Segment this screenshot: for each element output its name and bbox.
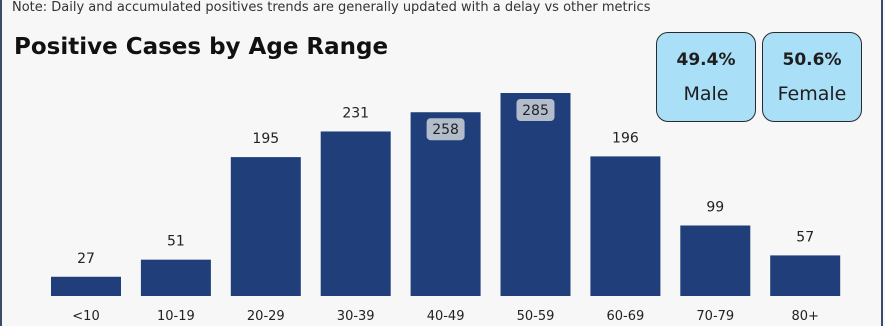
bar-<10	[51, 276, 121, 296]
x-tick-10-19: 10-19	[157, 309, 195, 324]
age-range-bar-chart: 27 <10 51 10-19 195 20-29 231 30-39 258 40-49 285 5…	[51, 93, 841, 324]
bar-20-29	[230, 157, 301, 296]
bar-80+	[770, 255, 841, 296]
data-label-<10: 27	[77, 251, 95, 267]
data-label-50-59: 285	[522, 103, 549, 119]
male-label: Male	[683, 83, 729, 105]
data-label-30-39: 231	[342, 105, 369, 121]
x-tick-80+: 80+	[791, 309, 818, 324]
female-label: Female	[777, 83, 847, 105]
female-card: 50.6% Female	[762, 32, 862, 122]
x-tick-20-29: 20-29	[247, 309, 285, 324]
bar-40-49	[410, 112, 481, 296]
data-label-80+: 57	[796, 229, 814, 245]
data-delay-note: Note: Daily and accumulated positives tr…	[12, 0, 651, 15]
data-label-40-49: 258	[432, 122, 459, 138]
bar-60-69	[590, 156, 661, 296]
male-card: 49.4% Male	[656, 32, 756, 122]
data-label-bg-50-59	[516, 99, 555, 121]
male-percentage: 49.4%	[676, 50, 736, 70]
data-label-20-29: 195	[252, 131, 279, 147]
x-tick-40-49: 40-49	[427, 309, 465, 324]
data-label-70-79: 99	[706, 199, 724, 215]
data-label-60-69: 196	[612, 130, 639, 146]
x-tick-50-59: 50-59	[517, 309, 555, 324]
x-tick-60-69: 60-69	[607, 309, 645, 324]
bar-50-59	[500, 93, 571, 296]
x-tick-<10: <10	[72, 309, 99, 324]
data-label-10-19: 51	[167, 234, 185, 250]
x-tick-70-79: 70-79	[696, 309, 734, 324]
data-label-bg-40-49	[426, 118, 465, 141]
bar-70-79	[680, 225, 751, 296]
chart-title: Positive Cases by Age Range	[14, 34, 389, 60]
x-tick-30-39: 30-39	[337, 309, 375, 324]
bar-30-39	[320, 131, 391, 296]
bar-10-19	[140, 259, 211, 296]
female-percentage: 50.6%	[782, 50, 842, 70]
